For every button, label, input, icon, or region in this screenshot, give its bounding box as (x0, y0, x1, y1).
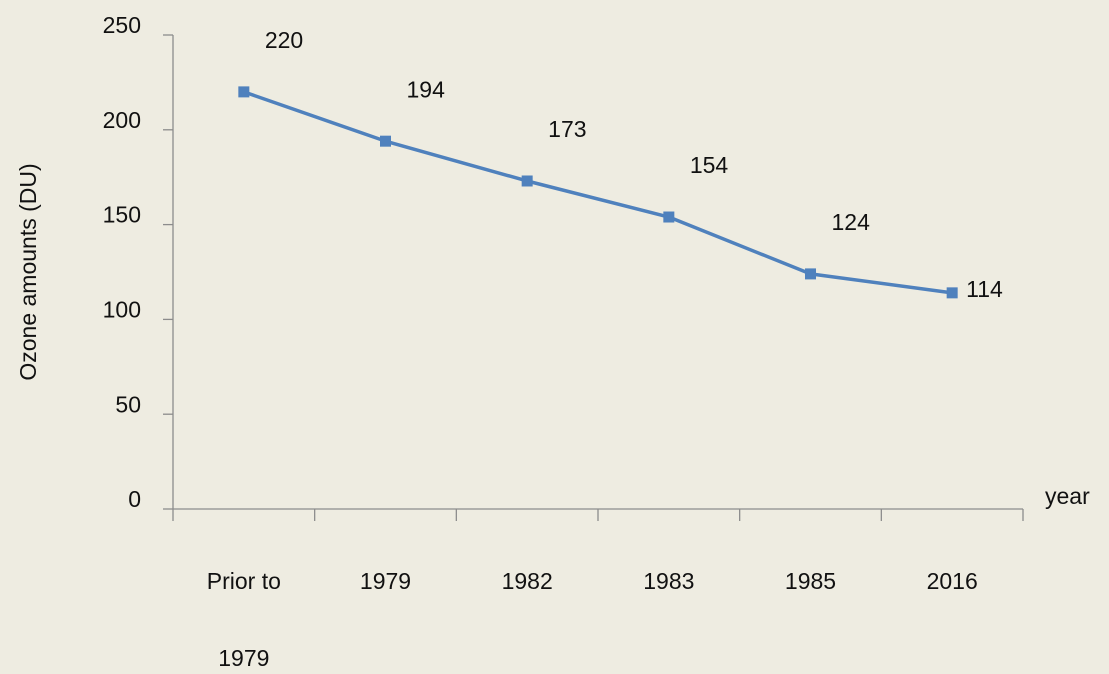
y-tick-label: 0 (128, 486, 141, 512)
x-tick-label: Prior to 1979 (207, 568, 281, 671)
y-tick-label: 250 (103, 12, 141, 38)
x-tick-label: 1985 (785, 568, 836, 594)
data-label: 194 (407, 76, 446, 102)
data-label: 114 (966, 276, 1003, 302)
marker (663, 211, 675, 223)
marker (805, 268, 816, 280)
y-tick-label: 150 (103, 202, 141, 228)
x-tick-label: 1982 (502, 568, 553, 594)
data-label: 154 (690, 152, 729, 178)
x-tick-label: 1983 (643, 568, 694, 594)
x-tick-label: 1979 (360, 568, 411, 594)
data-label: 124 (832, 209, 871, 235)
marker (238, 86, 250, 98)
y-tick-label: 50 (115, 391, 141, 417)
y-tick-label: 100 (103, 296, 141, 322)
x-axis-label: year (1045, 483, 1090, 509)
data-label: 173 (548, 116, 586, 142)
x-tick-label: 2016 (927, 568, 978, 594)
y-axis-label: Ozone amounts (DU) (15, 163, 41, 380)
y-tick-label: 200 (103, 107, 141, 133)
marker (380, 135, 391, 147)
marker (946, 287, 958, 299)
line (243, 90, 953, 295)
marker (521, 175, 533, 187)
data-label: 220 (265, 27, 303, 53)
